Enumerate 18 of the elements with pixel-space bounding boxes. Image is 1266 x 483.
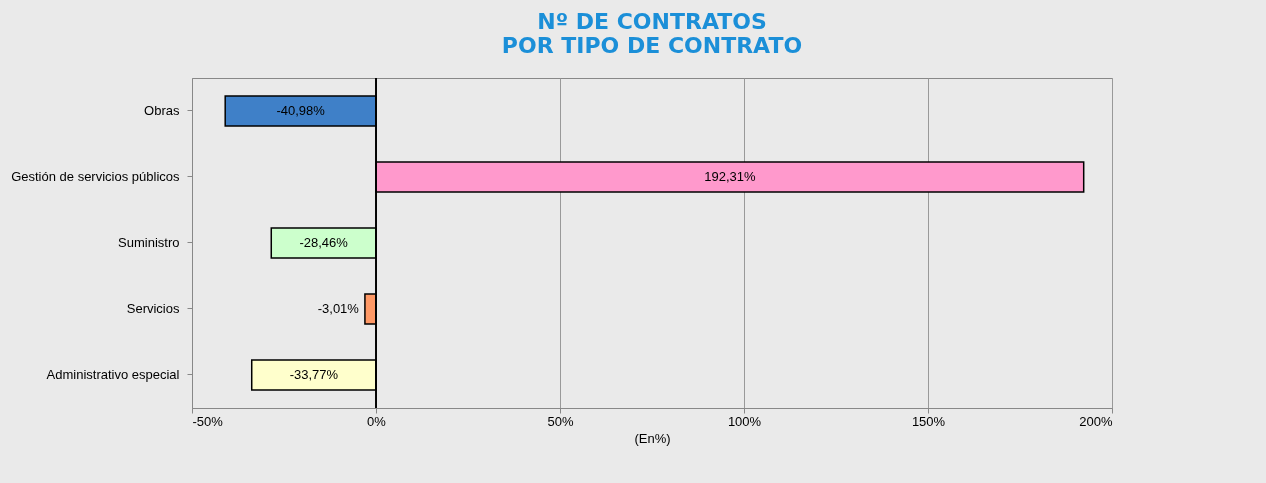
chart-title: Nº DE CONTRATOS POR TIPO DE CONTRATO	[501, 8, 803, 58]
x-axis-title: (En%)	[634, 430, 671, 446]
data-label: -40,98%	[276, 103, 326, 118]
data-label: -28,46%	[299, 235, 349, 250]
x-tick-label: 50%	[547, 413, 574, 429]
y-tick-label: Obras	[144, 103, 180, 118]
y-tick-label: Suministro	[118, 235, 180, 250]
y-tick-label: Servicios	[126, 301, 180, 316]
x-tick-label: 100%	[727, 413, 762, 429]
data-label: -3,01%	[317, 301, 360, 316]
y-tick-label: Gestión de servicios públicos	[11, 169, 180, 184]
x-tick-label: -50%	[192, 413, 224, 429]
data-label: 192,31%	[704, 169, 756, 184]
x-tick-label: 200%	[1079, 413, 1113, 429]
x-tick-label: 150%	[911, 413, 946, 429]
data-label: -33,77%	[289, 367, 339, 382]
x-tick-label: 0%	[367, 413, 387, 429]
y-tick-label: Administrativo especial	[46, 367, 180, 382]
